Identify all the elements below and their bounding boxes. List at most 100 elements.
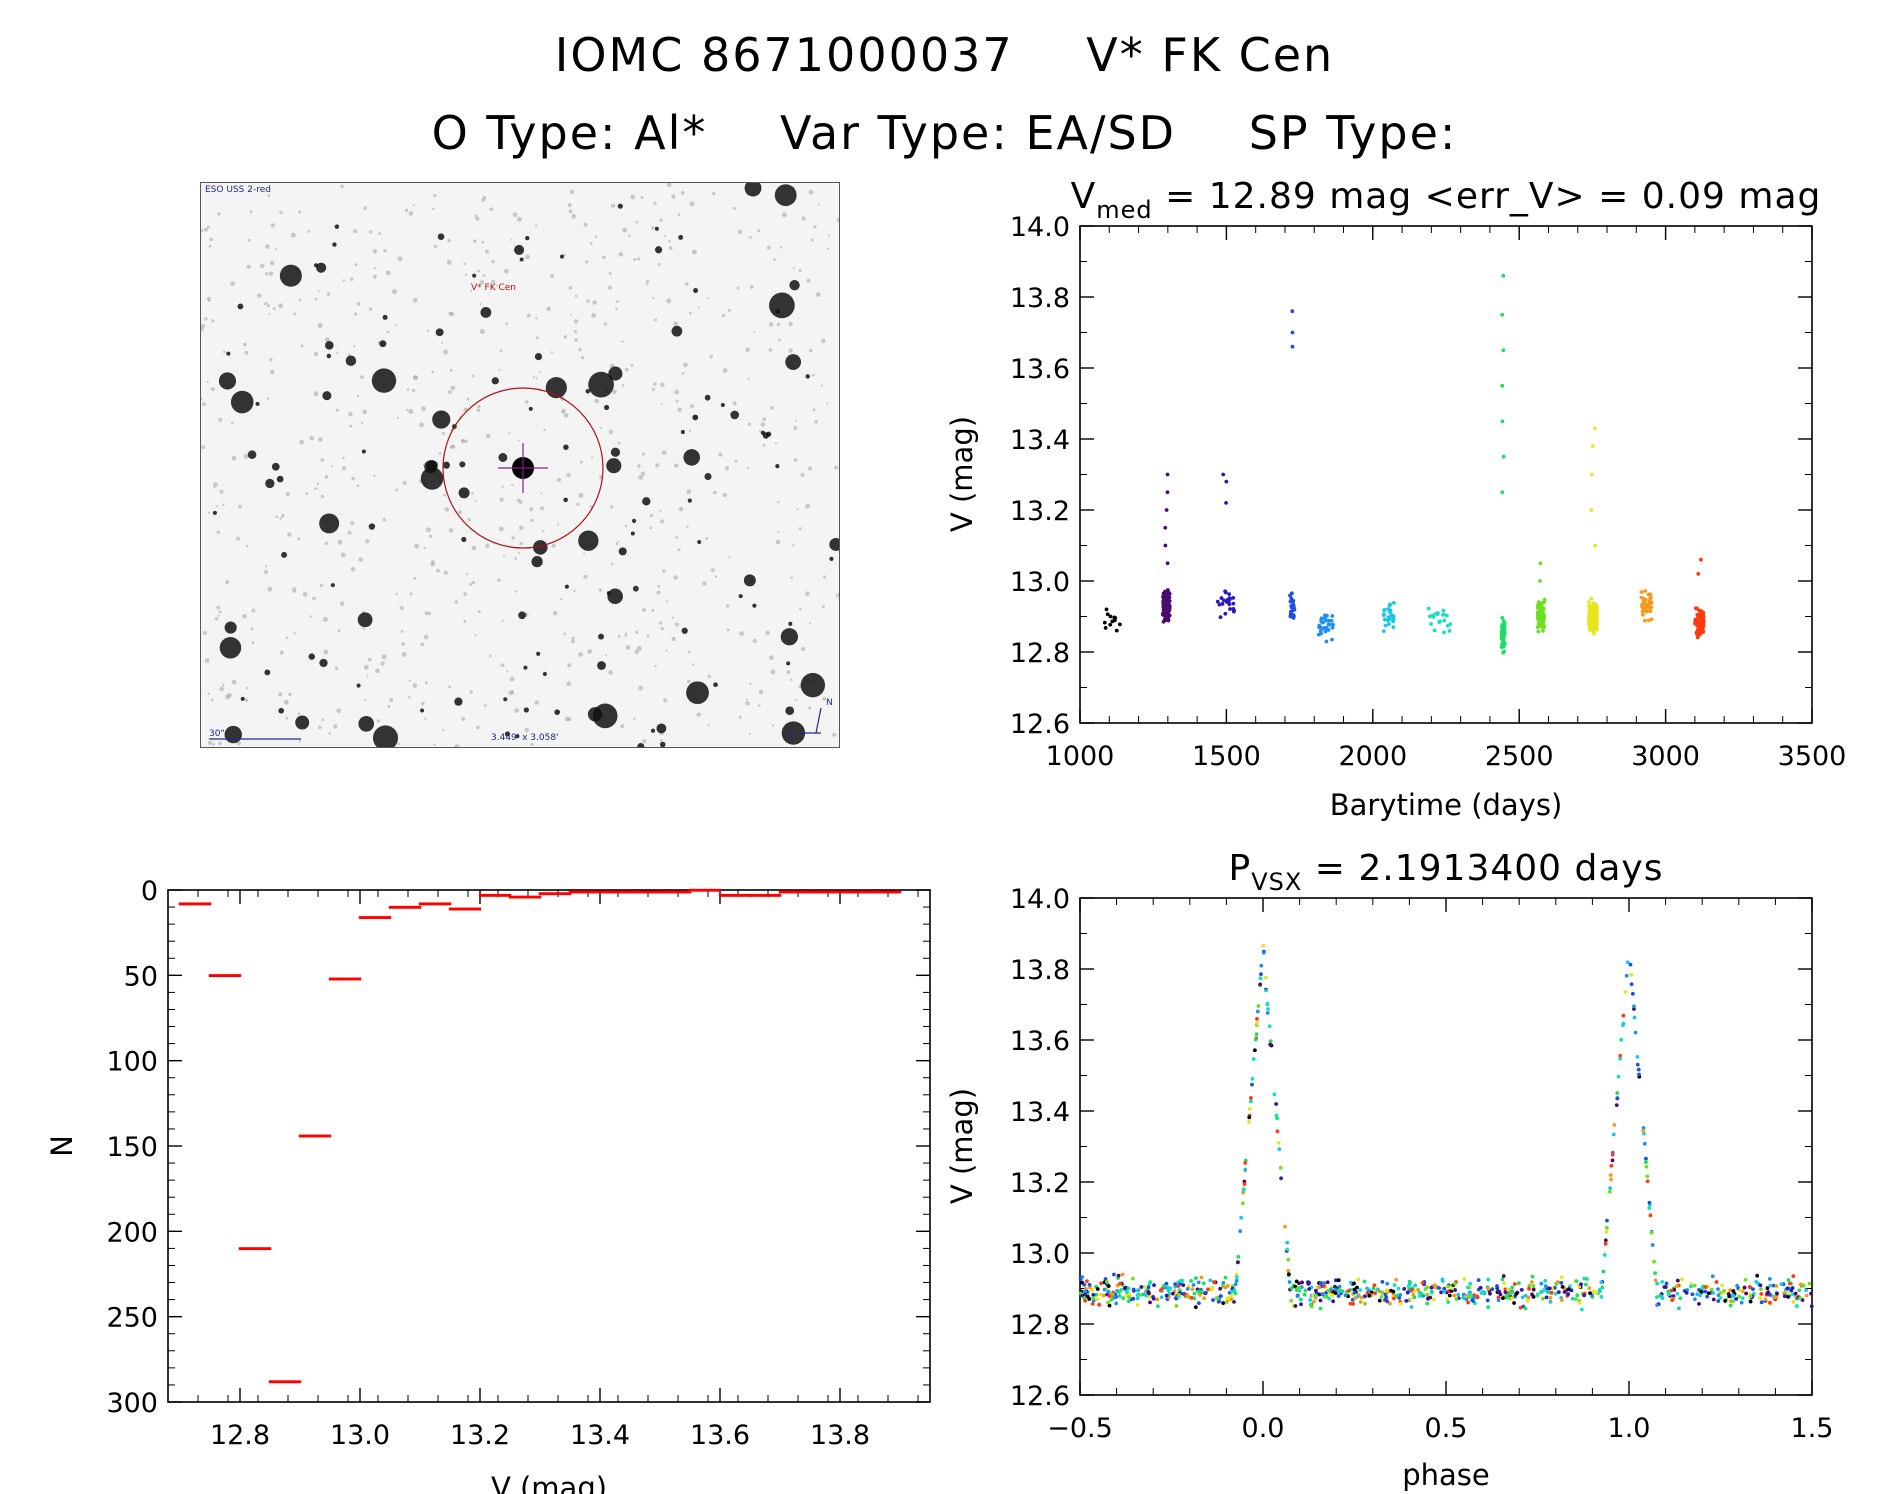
finder-faint-star	[517, 551, 520, 554]
finder-faint-star	[251, 641, 255, 645]
phasecurve-point	[1152, 1283, 1156, 1288]
finder-faint-star	[293, 632, 296, 635]
finder-faint-star	[721, 313, 726, 317]
phasecurve-point	[1248, 1099, 1253, 1104]
phasecurve-point	[1664, 1281, 1669, 1286]
phasecurve-ytick-label: 13.0	[1010, 1239, 1070, 1270]
phasecurve-point	[1148, 1300, 1152, 1305]
finder-star	[212, 510, 217, 515]
phasecurve-point	[1804, 1288, 1809, 1293]
phasecurve-point	[1471, 1299, 1475, 1303]
lightcurve-point	[1432, 628, 1437, 633]
finder-faint-star	[563, 253, 566, 257]
phasecurve-point	[1791, 1274, 1796, 1279]
finder-faint-star	[285, 492, 290, 497]
finder-star	[592, 703, 618, 729]
phasecurve-point	[1336, 1278, 1341, 1283]
finder-faint-star	[535, 224, 538, 227]
phasecurve-point	[1107, 1294, 1112, 1298]
finder-faint-star	[655, 463, 660, 468]
finder-faint-star	[298, 210, 302, 214]
phasecurve-point	[1330, 1293, 1335, 1297]
finder-faint-star	[408, 211, 414, 216]
finder-faint-star	[540, 506, 545, 511]
lightcurve-point	[1639, 590, 1644, 595]
finder-faint-star	[447, 390, 452, 395]
phasecurve-point	[1446, 1300, 1451, 1305]
phasecurve-point	[1265, 1002, 1270, 1007]
finder-star	[368, 523, 376, 530]
phasecurve-point	[1285, 1247, 1290, 1252]
finder-faint-star	[208, 299, 211, 302]
phasecurve-point	[1099, 1281, 1103, 1286]
finder-faint-star	[337, 539, 343, 545]
phasecurve-point	[1326, 1288, 1331, 1293]
finder-faint-star	[269, 369, 275, 375]
phasecurve-point	[1083, 1289, 1088, 1294]
histogram-xtick-label: 13.2	[450, 1420, 510, 1451]
finder-faint-star	[574, 294, 578, 298]
phasecurve-point	[1807, 1281, 1812, 1286]
finder-star	[503, 697, 508, 702]
finder-faint-star	[349, 277, 354, 281]
finder-faint-star	[580, 355, 585, 360]
lightcurve-ytick-label: 12.6	[1010, 709, 1070, 740]
finder-faint-star	[279, 210, 283, 215]
finder-star	[432, 410, 451, 429]
finder-faint-star	[285, 716, 289, 720]
finder-star	[325, 340, 334, 350]
finder-star	[680, 429, 685, 435]
finder-faint-star	[607, 285, 612, 290]
finder-faint-star	[532, 376, 535, 379]
finder-star	[618, 547, 627, 556]
phasecurve-point	[1251, 1057, 1256, 1061]
finder-faint-star	[510, 238, 513, 241]
phasecurve-point	[1610, 1152, 1615, 1157]
phasecurve-point	[1409, 1305, 1414, 1309]
finder-faint-star	[214, 617, 219, 621]
phasecurve-point	[1197, 1301, 1201, 1306]
finder-star	[491, 377, 499, 385]
phasecurve-point	[1618, 1056, 1623, 1061]
finder-faint-star	[225, 694, 231, 700]
finder-faint-star	[469, 690, 473, 694]
lightcurve-point	[1219, 596, 1224, 600]
phasecurve-point	[1318, 1281, 1323, 1285]
lightcurve-ytick-label: 13.6	[1010, 354, 1070, 385]
phasecurve-point	[1584, 1277, 1589, 1281]
finder-faint-star	[397, 742, 400, 746]
finder-star	[240, 696, 245, 701]
lightcurve-point	[1289, 603, 1294, 608]
phasecurve-point	[1703, 1285, 1708, 1289]
target-circle	[442, 387, 604, 549]
lightcurve-point	[1642, 618, 1647, 623]
finder-faint-star	[514, 557, 517, 560]
lightcurve-point	[1165, 472, 1170, 477]
histogram-ytick-label: 150	[106, 1132, 158, 1163]
finder-faint-star	[566, 472, 571, 478]
phasecurve-point	[1286, 1268, 1291, 1273]
finder-faint-star	[654, 318, 658, 322]
lightcurve-point	[1110, 619, 1115, 624]
finder-faint-star	[446, 260, 452, 265]
finder-star	[308, 653, 315, 660]
finder-faint-star	[707, 674, 712, 679]
finder-faint-star	[653, 201, 657, 206]
phasecurve-point	[1254, 1032, 1259, 1037]
phasecurve-point	[1456, 1292, 1461, 1297]
finder-faint-star	[671, 637, 676, 642]
finder-faint-star	[442, 728, 445, 732]
lightcurve-point	[1166, 590, 1171, 595]
finder-faint-star	[265, 272, 269, 276]
finder-faint-star	[552, 610, 558, 616]
finder-faint-star	[511, 536, 515, 540]
finder-faint-star	[378, 232, 382, 235]
finder-faint-star	[659, 621, 663, 625]
finder-faint-star	[356, 484, 360, 487]
lightcurve-point	[1386, 607, 1390, 611]
phasecurve-point	[1156, 1304, 1160, 1309]
finder-faint-star	[768, 322, 774, 327]
finder-faint-star	[406, 388, 410, 392]
finder-faint-star	[726, 604, 730, 608]
